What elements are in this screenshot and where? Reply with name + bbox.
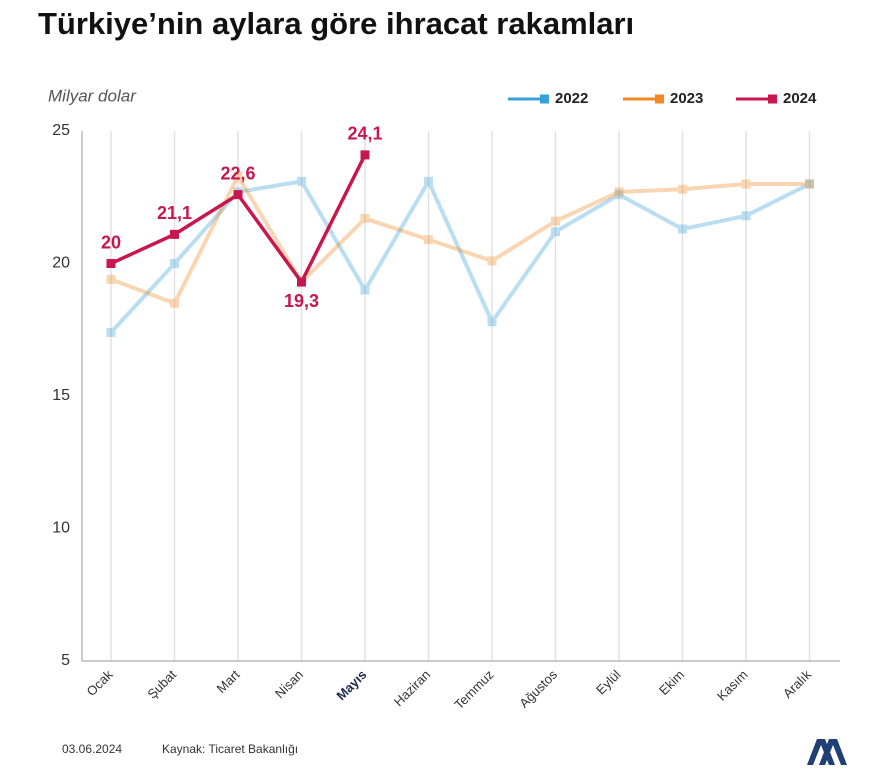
data-label: 20	[101, 232, 121, 252]
data-label: 24,1	[347, 124, 382, 144]
point	[170, 259, 179, 268]
date: 03.06.2024	[62, 742, 122, 756]
point	[233, 171, 243, 181]
point	[805, 179, 814, 189]
y-tick-label: 10	[52, 520, 70, 537]
point	[106, 327, 116, 337]
series-line	[109, 179, 811, 334]
series	[106, 150, 370, 287]
point	[805, 179, 814, 189]
x-tick-label: Şubat	[144, 667, 179, 702]
logo	[807, 739, 847, 765]
x-tick-label: Eylül	[593, 667, 624, 698]
point	[360, 285, 370, 295]
legend-label: 2023	[670, 90, 703, 107]
y-tick-label: 20	[52, 255, 70, 272]
point	[678, 224, 687, 234]
y-tick-label: 25	[52, 122, 70, 139]
point	[487, 256, 497, 266]
chart-title: Türkiye’nin aylara göre ihracat rakamlar…	[38, 6, 634, 41]
legend-label: 2022	[555, 90, 588, 107]
source: Kaynak: Ticaret Bakanlığı	[162, 742, 298, 756]
data-label: 22,6	[220, 163, 255, 183]
point	[360, 150, 370, 160]
x-tick-label: Mart	[214, 667, 243, 696]
x-tick-label: Ağustos	[516, 667, 560, 711]
point	[106, 274, 116, 284]
point	[360, 213, 370, 223]
data-label: 19,3	[284, 291, 319, 311]
y-axis-label: Milyar dolar	[48, 86, 137, 105]
point	[106, 259, 116, 268]
point	[170, 229, 179, 239]
point	[424, 235, 433, 245]
x-tick-label: Nisan	[272, 667, 306, 701]
x-tick-label: Haziran	[391, 667, 433, 709]
series	[106, 176, 814, 337]
y-tick-label: 5	[61, 652, 70, 669]
x-tick-label: Ocak	[83, 667, 115, 699]
point	[741, 211, 751, 221]
point	[297, 176, 306, 186]
y-tick-label: 15	[52, 387, 70, 404]
point	[487, 317, 497, 327]
x-tick-label: Aralık	[780, 667, 814, 701]
x-tick-label: Mayıs	[333, 667, 369, 703]
point	[233, 190, 243, 200]
point	[170, 298, 179, 308]
legend-marker	[655, 94, 664, 104]
x-tick-label: Kasım	[714, 667, 751, 704]
legend-marker	[768, 94, 777, 104]
point	[614, 190, 624, 200]
legend-label: 2024	[783, 90, 817, 107]
point	[297, 277, 306, 287]
point	[741, 179, 751, 189]
legend-marker	[540, 94, 549, 104]
x-tick-label: Temmuz	[451, 667, 496, 712]
series-line	[110, 174, 810, 306]
point	[551, 227, 560, 237]
point	[424, 176, 433, 186]
point	[678, 184, 687, 194]
point	[614, 187, 624, 197]
point	[551, 216, 560, 226]
data-label: 21,1	[157, 203, 192, 223]
series	[106, 171, 814, 308]
x-tick-label: Ekim	[656, 667, 687, 698]
